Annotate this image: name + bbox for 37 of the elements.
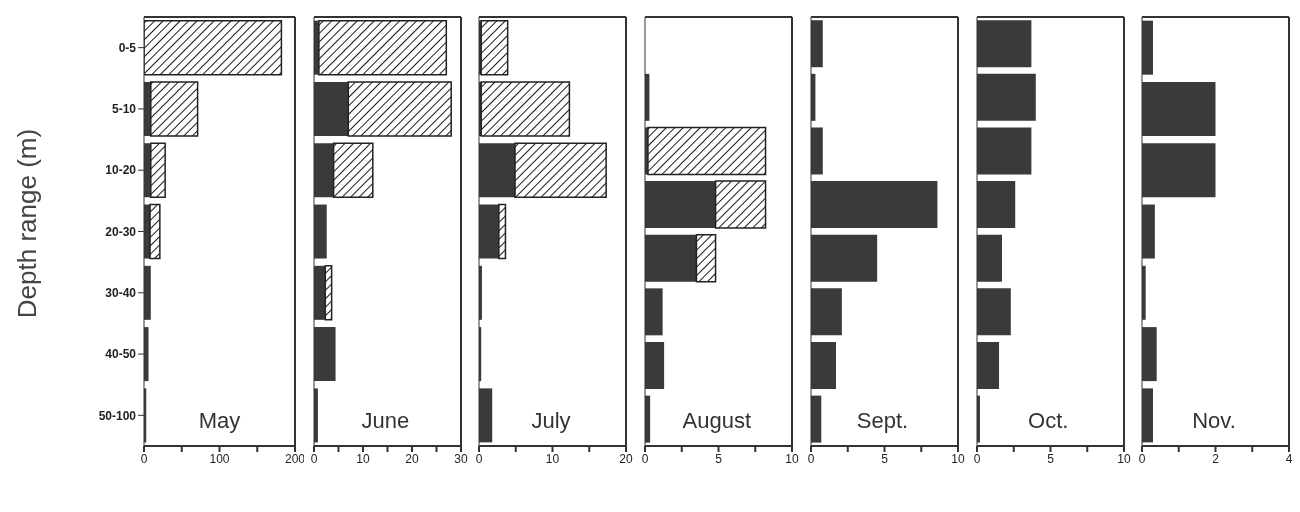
x-tick-label: 0	[140, 451, 148, 466]
x-tick-label: 200	[284, 451, 306, 466]
y-tick-label: 0-5	[118, 40, 137, 55]
annotation: May	[197, 408, 242, 434]
x-tick-label: 10	[951, 451, 965, 466]
y-tick-label: 50-100	[98, 408, 137, 423]
x-tick-label: 10	[355, 451, 370, 466]
y-tick-label: 20-30	[105, 224, 137, 239]
y-tick-label: 5-10	[111, 102, 137, 117]
x-tick-label: 0	[973, 451, 981, 466]
x-tick-label: 5	[715, 451, 723, 466]
x-tick-label: 10	[1116, 451, 1131, 466]
x-tick-label: 20	[404, 451, 419, 466]
annotation: June	[360, 408, 411, 434]
annotation: August	[681, 408, 753, 434]
x-tick-label: 0	[807, 451, 815, 466]
x-tick-label: 100	[209, 451, 230, 466]
y-tick-label: 30-40	[105, 286, 137, 301]
x-tick-label: 10	[785, 451, 800, 466]
x-tick-label: 5	[1046, 451, 1054, 466]
x-tick-label: 30	[453, 451, 468, 466]
x-tick-label: 4	[1285, 451, 1293, 466]
y-tick-label: 10-20	[105, 163, 137, 178]
annotation: Nov.	[1191, 408, 1237, 434]
annotation: July	[530, 408, 572, 434]
y-tick-label: 40-50	[105, 347, 137, 362]
x-tick-label: 10	[546, 451, 560, 466]
y-axis-title: Depth range (m)	[12, 128, 44, 318]
x-tick-label: 0	[310, 451, 318, 466]
x-tick-label: 5	[880, 451, 888, 466]
annotation: Sept.	[855, 408, 910, 434]
x-tick-label: 2	[1212, 451, 1220, 466]
x-tick-label: 20	[619, 451, 634, 466]
x-tick-label: 0	[1138, 451, 1146, 466]
x-tick-label: 0	[475, 451, 483, 466]
annotation: Oct.	[1027, 408, 1070, 434]
x-tick-label: 0	[641, 451, 649, 466]
